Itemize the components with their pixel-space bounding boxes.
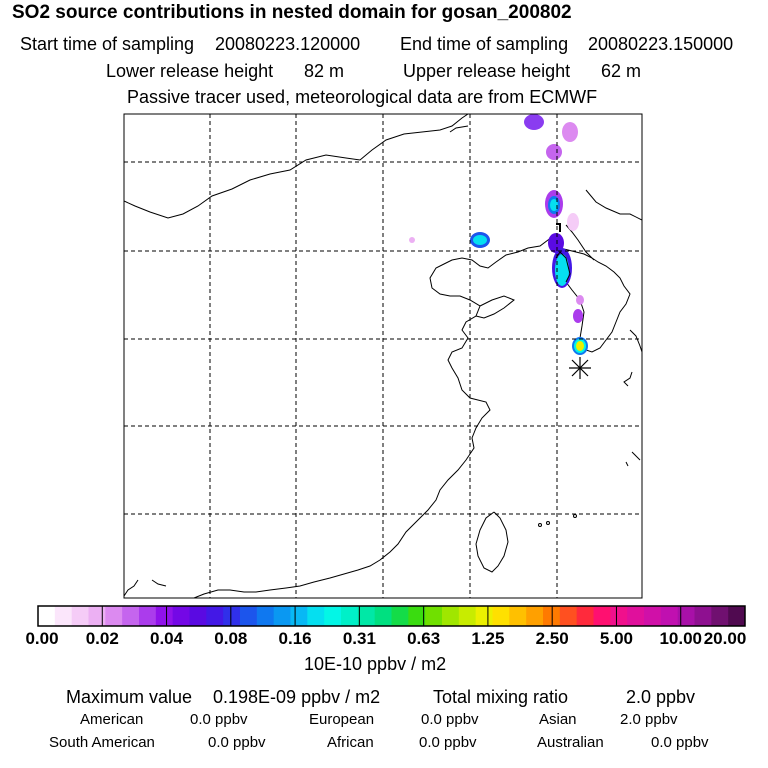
colorbar-swatch [341,606,359,626]
colorbar-swatch [223,606,241,626]
lower-height-label: Lower release height [106,61,274,81]
colorbar [37,605,746,627]
region-south-american-label: South American [49,734,155,751]
colorbar-swatch [155,606,174,626]
border-marker [556,223,561,232]
region-australian-value: 0.0 ppbv [651,734,709,751]
colorbar-swatch [357,606,376,626]
graticule [124,114,642,598]
upper-height-value: 62 m [601,61,642,81]
colorbar-swatch [644,606,662,626]
max-value: 0.198E-09 ppbv / m2 [213,687,381,707]
colorbar-swatch [38,606,56,626]
colorbar-swatch [509,606,527,626]
colorbar-swatch [610,606,628,626]
colorbar-swatch [54,606,73,626]
colorbar-tick-label: 2.50 [535,629,569,648]
colorbar-swatch [139,606,157,626]
colorbar-tick-label: 0.00 [25,629,59,648]
colorbar-tick-label: 0.31 [342,629,376,648]
total-mixing-label: Total mixing ratio [433,687,569,707]
colorbar-swatch [374,606,392,626]
colorbar-swatch [324,606,342,626]
colorbar-tick-label: 20.00 [703,629,747,648]
region-african-value: 0.0 ppbv [419,734,477,751]
colorbar-tick-label: 5.00 [599,629,633,648]
receptor-asterisk-icon [569,357,591,379]
colorbar-swatch [71,606,89,626]
colorbar-swatch [711,606,729,626]
colorbar-swatch [172,606,190,626]
colorbar-swatch [677,606,695,626]
region-american-value: 0.0 ppbv [190,711,248,728]
region-european-label: European [309,711,375,728]
colorbar-swatch [492,606,510,626]
region-asian-value: 2.0 ppbv [620,711,678,728]
region-australian-label: Australian [537,734,604,751]
total-mixing-value: 2.0 ppbv [626,687,696,707]
upper-height-label: Upper release height [403,61,571,81]
colorbar-swatch [189,606,207,626]
colorbar-swatch [122,606,140,626]
region-south-american-value: 0.0 ppbv [208,734,266,751]
start-time-value: 20080223.120000 [215,34,361,54]
colorbar-swatch [256,606,275,626]
colorbar-swatch [458,606,477,626]
colorbar-tick-label: 0.63 [407,629,441,648]
colorbar-swatch [576,606,594,626]
plot-title: SO2 source contributions in nested domai… [12,2,572,23]
colorbar-swatch [475,606,493,626]
colorbar-swatch [660,606,679,626]
colorbar-swatch [627,606,645,626]
lower-height-value: 82 m [304,61,345,81]
colorbar-swatch [206,606,224,626]
colorbar-frame [37,605,746,627]
colorbar-swatch [559,606,578,626]
colorbar-swatch [105,606,123,626]
start-time-label: Start time of sampling [20,34,195,54]
colorbar-tick-label: 10.00 [659,629,702,648]
region-asian-label: Asian [539,711,577,728]
max-value-label: Maximum value [66,687,193,707]
colorbar-tick-label: 0.04 [149,629,184,648]
colorbar-tick-label: 0.08 [214,629,248,648]
end-time-label: End time of sampling [400,34,569,54]
colorbar-tick-label: 0.02 [85,629,119,648]
colorbar-swatch [273,606,291,626]
colorbar-swatch [442,606,460,626]
colorbar-swatch [88,606,106,626]
end-time-value: 20080223.150000 [588,34,734,54]
colorbar-units: 10E-10 ppbv / m2 [304,654,447,674]
colorbar-swatch [593,606,611,626]
colorbar-swatch [425,606,443,626]
colorbar-tick-label: 0.16 [278,629,312,648]
region-american-label: American [80,711,144,728]
colorbar-swatch [307,606,325,626]
region-european-value: 0.0 ppbv [421,711,479,728]
colorbar-swatch [240,606,258,626]
colorbar-swatch [694,606,712,626]
data-source-note: Passive tracer used, meteorological data… [127,87,598,107]
colorbar-swatch [526,606,544,626]
map-frame [123,113,643,599]
colorbar-swatch [543,606,561,626]
colorbar-tick-label: 1.25 [471,629,505,648]
colorbar-swatch [290,606,308,626]
region-african-label: African [327,734,374,751]
colorbar-swatch [408,606,426,626]
colorbar-swatch [391,606,409,626]
colorbar-swatch [728,606,746,626]
